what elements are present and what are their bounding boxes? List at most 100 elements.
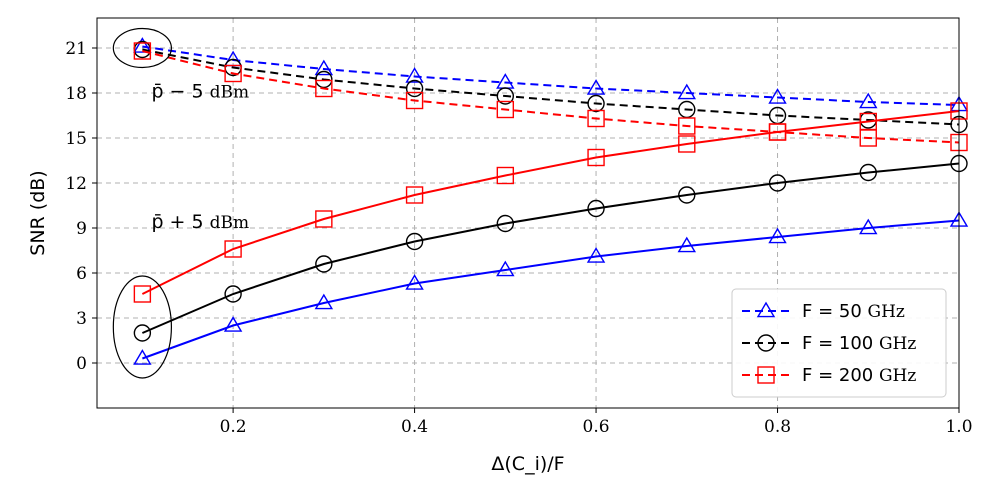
data-point-circle — [768, 174, 787, 192]
x-tick-label: 0.8 — [764, 417, 791, 437]
data-point-triangle — [314, 59, 334, 76]
data-point-triangle — [768, 88, 787, 104]
legend-label-unit: GHz — [868, 302, 905, 322]
axis-labels: Δ(C_i)/F SNR (dB) — [27, 170, 565, 475]
data-point-triangle — [859, 92, 878, 109]
data-point-triangle — [133, 349, 152, 365]
legend-entry: F = 200 GHz — [742, 365, 916, 386]
data-point-triangle — [496, 260, 515, 277]
data-point-square — [587, 109, 605, 128]
y-axis-label: SNR (dB) — [27, 170, 49, 255]
data-point-triangle — [677, 83, 697, 100]
data-point-square — [678, 117, 696, 135]
y-tick-label: 6 — [76, 264, 87, 284]
data-point-square — [405, 186, 424, 204]
series-triangle-plus5 — [133, 211, 969, 365]
legend-marker-triangle — [756, 301, 776, 318]
data-point-square — [133, 42, 152, 60]
legend-label: F = 200 GHz — [802, 365, 916, 386]
annotation-unit: dBm — [210, 213, 250, 233]
highlight-ellipse — [112, 275, 173, 379]
x-tick-label: 0.4 — [401, 417, 428, 437]
data-point-circle — [133, 324, 152, 342]
data-point-circle — [496, 214, 515, 233]
data-point-triangle — [133, 37, 152, 53]
x-axis-label: Δ(C_i)/F — [491, 453, 564, 475]
data-point-circle — [224, 285, 242, 303]
legend-label-prefix: F = 200 — [802, 365, 879, 386]
legend-marker-square — [757, 366, 775, 384]
series-triangle-minus5 — [133, 37, 969, 112]
x-tick-label: 1.0 — [945, 417, 972, 437]
data-point-triangle — [223, 316, 243, 332]
series-square-plus5 — [133, 102, 968, 303]
data-point-triangle — [314, 293, 334, 310]
y-tick-label: 0 — [76, 354, 87, 374]
data-point-circle — [405, 79, 424, 98]
data-point-triangle — [405, 67, 424, 83]
data-point-triangle — [586, 79, 606, 95]
data-point-triangle — [405, 274, 424, 290]
data-point-triangle — [768, 227, 787, 244]
highlight-ellipse — [112, 27, 173, 69]
data-point-circle — [315, 255, 333, 273]
data-point-circle — [587, 199, 605, 218]
legend-entry: F = 100 GHz — [742, 333, 916, 354]
data-point-square — [405, 91, 424, 110]
data-point-circle — [496, 87, 515, 105]
data-point-triangle — [586, 247, 606, 263]
series-line — [142, 219, 960, 360]
data-point-square — [859, 112, 877, 131]
data-point-square — [224, 240, 242, 258]
legend-label: F = 100 GHz — [802, 333, 916, 354]
data-point-square — [496, 100, 515, 119]
series-line — [142, 48, 960, 126]
annotation-unit: dBm — [210, 83, 250, 103]
data-point-circle — [587, 94, 605, 113]
data-point-square — [224, 64, 242, 83]
series-layer — [133, 37, 969, 365]
legend-label-prefix: F = 100 — [802, 333, 879, 354]
y-tick-label: 21 — [65, 39, 87, 59]
data-point-square — [678, 135, 696, 153]
data-point-circle — [859, 163, 877, 182]
data-point-square — [496, 166, 515, 185]
legend-label-prefix: F = 50 — [802, 301, 868, 322]
annotation-label: p̄ − 5 — [151, 81, 209, 103]
annotation-label: p̄ + 5 — [151, 211, 209, 233]
series-line — [142, 50, 960, 144]
data-point-circle — [678, 186, 696, 204]
legend-label-unit: GHz — [879, 334, 916, 354]
data-point-square — [133, 285, 152, 303]
plot-frame — [96, 17, 960, 409]
x-tick-label: 0.6 — [583, 417, 610, 437]
data-point-triangle — [677, 236, 697, 253]
series-circle-minus5 — [133, 40, 968, 134]
series-line — [141, 110, 960, 295]
series-circle-plus5 — [133, 154, 968, 342]
y-tick-label: 18 — [65, 84, 87, 104]
data-point-circle — [405, 232, 424, 251]
data-point-square — [315, 210, 333, 228]
data-point-triangle — [496, 73, 515, 89]
data-point-square — [768, 123, 787, 141]
data-point-square — [315, 79, 333, 98]
y-tick-label: 15 — [65, 129, 87, 149]
series-square-minus5 — [133, 42, 968, 152]
legend-entry: F = 50 GHz — [742, 301, 905, 322]
series-line — [141, 162, 960, 334]
power-annotation: p̄ − 5 dBm — [151, 81, 249, 103]
axis-ticks: 0.2 0.4 0.6 0.8 1.0 0 3 6 9 12 15 18 21 — [65, 39, 972, 437]
y-tick-label: 3 — [76, 309, 87, 329]
legend-box — [731, 288, 947, 398]
legend-label-unit: GHz — [879, 366, 916, 386]
data-point-triangle — [859, 218, 878, 235]
x-tick-label: 0.2 — [220, 417, 247, 437]
y-tick-label: 12 — [65, 174, 87, 194]
legend-label: F = 50 GHz — [802, 301, 905, 322]
legend-marker-circle — [757, 334, 775, 352]
y-tick-label: 9 — [76, 219, 87, 239]
